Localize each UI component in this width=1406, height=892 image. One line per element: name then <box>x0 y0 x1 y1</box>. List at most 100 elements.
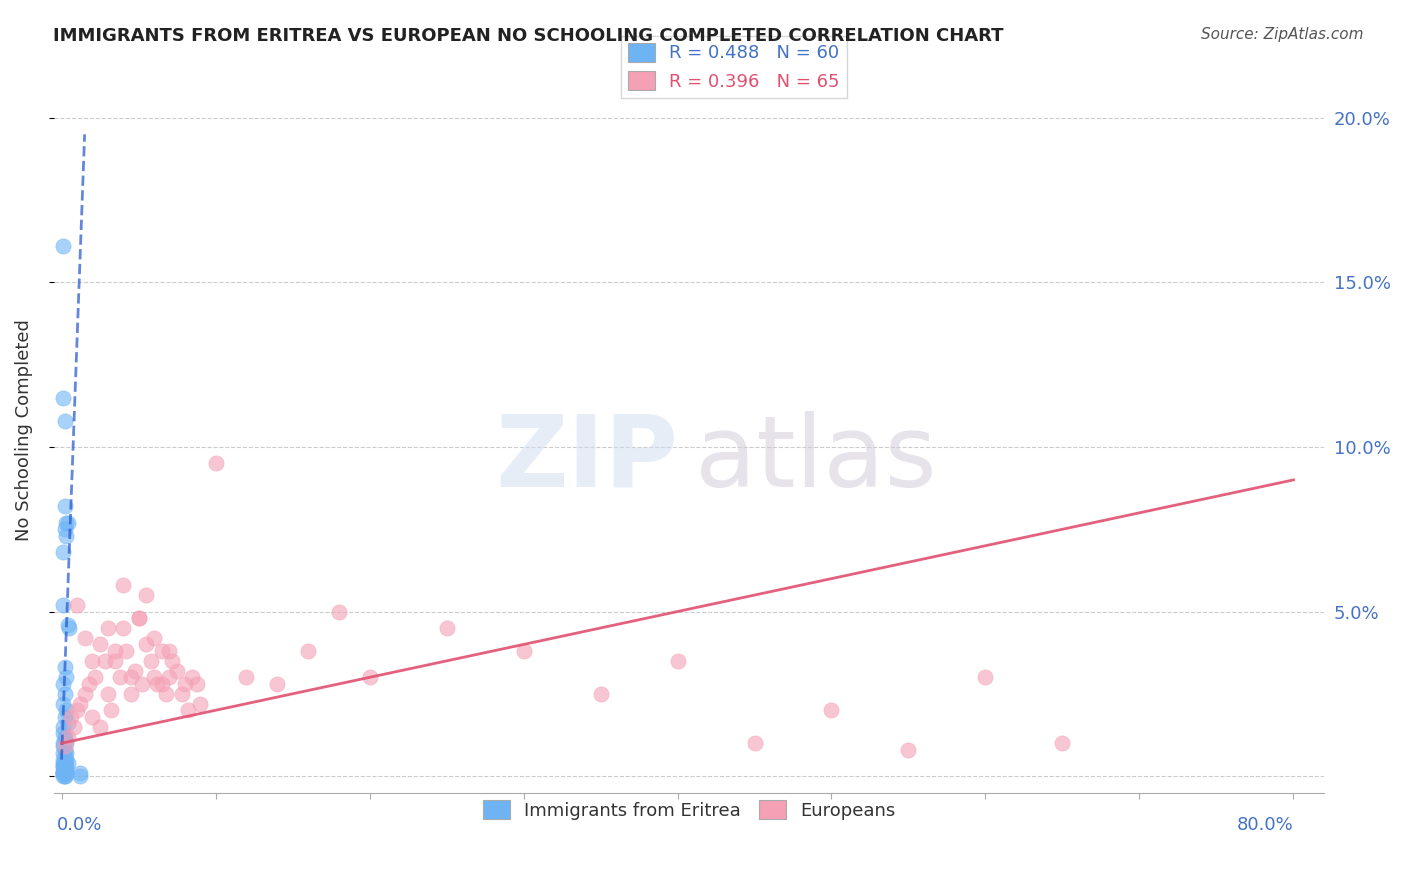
Point <box>166 664 188 678</box>
Point <box>53 500 76 514</box>
Point <box>52 598 75 612</box>
Point <box>53 769 76 783</box>
Point <box>53 687 76 701</box>
Point <box>53 522 76 536</box>
Point <box>135 588 157 602</box>
Point <box>52 726 75 740</box>
Point <box>53 765 76 780</box>
Point <box>181 670 204 684</box>
Point <box>53 739 76 754</box>
Point <box>55 753 77 767</box>
Point <box>55 765 77 780</box>
Point <box>359 670 381 684</box>
Point <box>97 687 120 701</box>
Point <box>104 654 127 668</box>
Point <box>73 687 96 701</box>
Point <box>52 759 75 773</box>
Point <box>53 763 76 777</box>
Point <box>53 765 76 780</box>
Point <box>1052 736 1074 750</box>
Point <box>55 736 77 750</box>
Point <box>52 720 75 734</box>
Point <box>112 621 135 635</box>
Point <box>55 529 77 543</box>
Point <box>89 637 111 651</box>
Point <box>82 710 104 724</box>
Point <box>55 763 77 777</box>
Point <box>58 621 80 635</box>
Point <box>52 697 75 711</box>
Point <box>55 516 77 530</box>
Point <box>52 746 75 760</box>
Point <box>177 703 200 717</box>
Point <box>53 765 76 780</box>
Point <box>436 621 458 635</box>
Point <box>55 703 77 717</box>
Point <box>150 644 173 658</box>
Point <box>115 644 138 658</box>
Point <box>53 763 76 777</box>
Point <box>55 759 77 773</box>
Point <box>131 677 153 691</box>
Point <box>744 736 766 750</box>
Point <box>63 720 86 734</box>
Point <box>53 756 76 770</box>
Point <box>820 703 842 717</box>
Point <box>59 710 82 724</box>
Point <box>89 720 111 734</box>
Point <box>157 644 180 658</box>
Point <box>53 732 76 747</box>
Point <box>666 654 689 668</box>
Point <box>157 670 180 684</box>
Point <box>66 598 89 612</box>
Point <box>142 631 165 645</box>
Point <box>69 697 91 711</box>
Point <box>897 743 920 757</box>
Point <box>56 716 79 731</box>
Point <box>52 739 75 754</box>
Point <box>128 611 150 625</box>
Point <box>52 765 75 780</box>
Point <box>104 644 127 658</box>
Point <box>52 391 75 405</box>
Point <box>69 765 91 780</box>
Point <box>170 687 193 701</box>
Point <box>974 670 997 684</box>
Point <box>128 611 150 625</box>
Legend: Immigrants from Eritrea, Europeans: Immigrants from Eritrea, Europeans <box>475 793 903 827</box>
Point <box>53 759 76 773</box>
Point <box>52 753 75 767</box>
Point <box>112 578 135 592</box>
Point <box>124 664 146 678</box>
Point <box>589 687 612 701</box>
Point <box>53 660 76 674</box>
Point <box>155 687 177 701</box>
Point <box>52 765 75 780</box>
Text: 80.0%: 80.0% <box>1237 815 1294 834</box>
Point <box>55 746 77 760</box>
Point <box>52 759 75 773</box>
Point <box>66 703 89 717</box>
Point <box>52 677 75 691</box>
Point <box>150 677 173 691</box>
Point <box>120 670 142 684</box>
Point <box>100 703 122 717</box>
Point <box>93 654 115 668</box>
Point <box>73 631 96 645</box>
Point <box>53 749 76 764</box>
Text: Source: ZipAtlas.com: Source: ZipAtlas.com <box>1201 27 1364 42</box>
Point <box>53 765 76 780</box>
Text: IMMIGRANTS FROM ERITREA VS EUROPEAN NO SCHOOLING COMPLETED CORRELATION CHART: IMMIGRANTS FROM ERITREA VS EUROPEAN NO S… <box>53 27 1004 45</box>
Point <box>52 765 75 780</box>
Point <box>56 617 79 632</box>
Point <box>53 753 76 767</box>
Point <box>52 756 75 770</box>
Point <box>53 710 76 724</box>
Point <box>146 677 169 691</box>
Point <box>53 769 76 783</box>
Point <box>84 670 107 684</box>
Point <box>69 769 91 783</box>
Point <box>139 654 162 668</box>
Text: ZIP: ZIP <box>496 411 679 508</box>
Point <box>135 637 157 651</box>
